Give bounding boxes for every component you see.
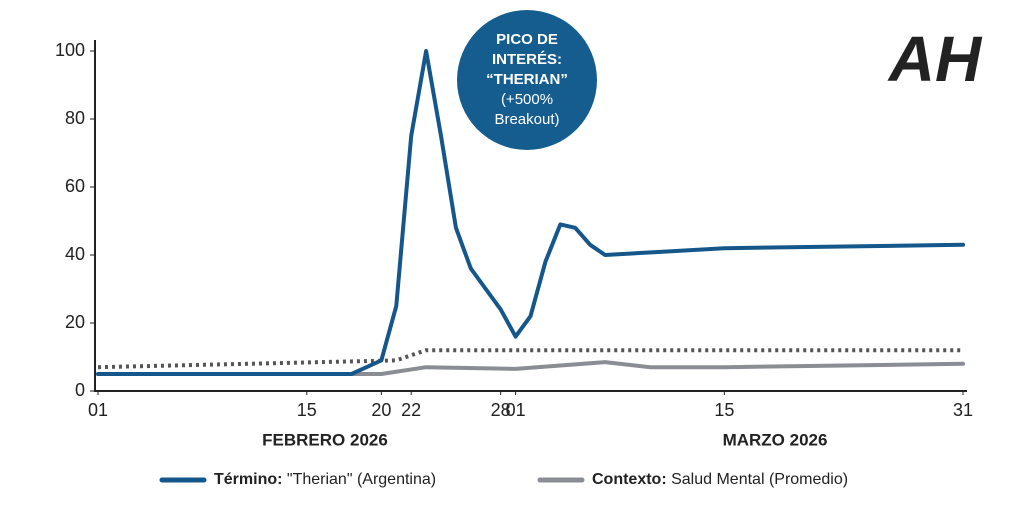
- annotation-bubble: [457, 10, 597, 150]
- legend-label: Contexto: Salud Mental (Promedio): [592, 471, 848, 488]
- annotation-text: PICO DE: [496, 31, 558, 48]
- series-line: [96, 360, 965, 376]
- legend-label: Término: "Therian" (Argentina): [214, 471, 436, 488]
- y-tick-label: 100: [55, 40, 85, 60]
- logo: AH: [887, 23, 983, 95]
- x-tick-label: 22: [401, 400, 421, 420]
- annotation-text: (+500%: [501, 91, 553, 108]
- x-tick-label: 20: [371, 400, 391, 420]
- y-tick-label: 80: [65, 108, 85, 128]
- y-tick-label: 60: [65, 176, 85, 196]
- y-tick-label: 40: [65, 244, 85, 264]
- x-tick-label: 01: [88, 400, 108, 420]
- y-tick-label: 20: [65, 312, 85, 332]
- series-line: [96, 49, 965, 376]
- x-tick-label: 15: [297, 400, 317, 420]
- x-tick-label: 31: [953, 400, 973, 420]
- annotation-text: “THERIAN”: [486, 71, 568, 88]
- x-tick-label: 15: [714, 400, 734, 420]
- y-tick-label: 0: [75, 380, 85, 400]
- annotation-text: Breakout): [494, 111, 559, 128]
- x-tick-label: 28: [491, 400, 511, 420]
- annotation-text: INTERÉS:: [492, 51, 562, 68]
- x-group-label: MARZO 2026: [723, 430, 828, 449]
- x-group-label: FEBRERO 2026: [262, 430, 388, 449]
- x-tick-label: 01: [506, 400, 526, 420]
- series-line: [97, 348, 963, 370]
